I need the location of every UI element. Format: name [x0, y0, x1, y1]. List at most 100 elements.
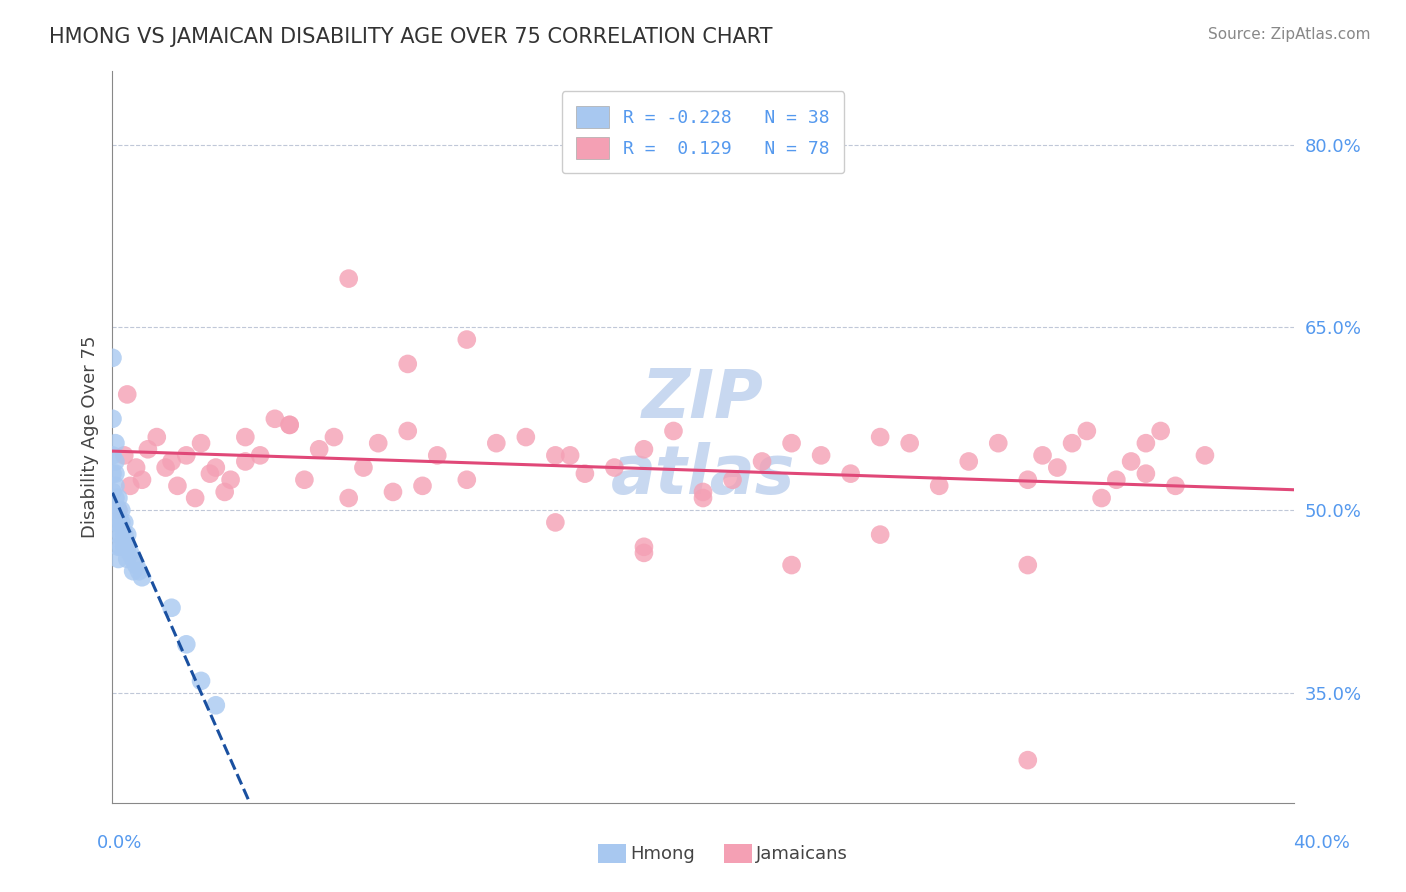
Point — [107, 527, 129, 541]
Point — [839, 467, 862, 481]
Point — [987, 436, 1010, 450]
Point — [1135, 467, 1157, 481]
Point — [692, 484, 714, 499]
Point — [278, 417, 301, 432]
Point — [101, 484, 124, 499]
Point — [104, 516, 127, 530]
Point — [1032, 448, 1054, 462]
Point — [662, 424, 685, 438]
Point — [898, 436, 921, 450]
Point — [101, 467, 124, 481]
Point — [456, 473, 478, 487]
Point — [1017, 473, 1039, 487]
Point — [112, 527, 135, 541]
Point — [104, 479, 127, 493]
Point — [574, 467, 596, 481]
Point — [101, 412, 124, 426]
Point — [101, 351, 124, 365]
Point — [1076, 424, 1098, 438]
Point — [146, 430, 169, 444]
Point — [184, 491, 207, 505]
Point — [1017, 558, 1039, 573]
Point — [957, 454, 980, 468]
Point — [107, 503, 129, 517]
Point — [110, 516, 132, 530]
Point — [214, 484, 236, 499]
Text: HMONG VS JAMAICAN DISABILITY AGE OVER 75 CORRELATION CHART: HMONG VS JAMAICAN DISABILITY AGE OVER 75… — [49, 27, 773, 46]
Point — [125, 460, 148, 475]
Point — [721, 473, 744, 487]
Point — [1194, 448, 1216, 462]
Point — [337, 491, 360, 505]
Point — [160, 600, 183, 615]
Text: Source: ZipAtlas.com: Source: ZipAtlas.com — [1208, 27, 1371, 42]
Point — [633, 540, 655, 554]
Point — [780, 436, 803, 450]
Point — [292, 473, 315, 487]
Point — [174, 448, 197, 462]
Point — [198, 467, 221, 481]
Point — [117, 527, 138, 541]
Point — [337, 271, 360, 285]
Text: Hmong: Hmong — [630, 845, 695, 863]
Point — [104, 467, 127, 481]
Point — [692, 491, 714, 505]
Point — [160, 454, 183, 468]
Point — [107, 540, 129, 554]
Point — [1017, 753, 1039, 767]
Point — [117, 387, 138, 401]
Point — [1105, 473, 1128, 487]
Point — [367, 436, 389, 450]
Point — [456, 333, 478, 347]
Point — [112, 516, 135, 530]
Point — [426, 448, 449, 462]
Point — [810, 448, 832, 462]
Point — [382, 484, 405, 499]
Point — [120, 546, 142, 560]
Point — [174, 637, 197, 651]
Point — [869, 430, 891, 444]
Text: 0.0%: 0.0% — [97, 834, 142, 852]
Point — [233, 454, 256, 468]
Point — [544, 448, 567, 462]
Y-axis label: Disability Age Over 75: Disability Age Over 75 — [80, 335, 98, 539]
Point — [205, 460, 228, 475]
Point — [120, 479, 142, 493]
Point — [166, 479, 188, 493]
Point — [633, 546, 655, 560]
Point — [558, 448, 582, 462]
Point — [1164, 479, 1187, 493]
Point — [1046, 460, 1069, 475]
Point — [107, 503, 129, 517]
Point — [1119, 454, 1142, 468]
Point — [190, 673, 212, 688]
Point — [1150, 424, 1173, 438]
Point — [107, 491, 129, 505]
Point — [104, 503, 127, 517]
Point — [928, 479, 950, 493]
Point — [869, 527, 891, 541]
Point — [1062, 436, 1084, 450]
Point — [515, 430, 537, 444]
Point — [780, 558, 803, 573]
Point — [264, 412, 287, 426]
Point — [104, 491, 127, 505]
Point — [603, 460, 626, 475]
Point — [396, 357, 419, 371]
Point — [544, 516, 567, 530]
Point — [107, 552, 129, 566]
Point — [122, 552, 145, 566]
Point — [110, 540, 132, 554]
Point — [751, 454, 773, 468]
Point — [125, 558, 148, 573]
Point — [352, 460, 374, 475]
Point — [190, 436, 212, 450]
Point — [396, 424, 419, 438]
Point — [112, 540, 135, 554]
Point — [249, 448, 271, 462]
Point — [233, 430, 256, 444]
Point — [308, 442, 330, 457]
Point — [411, 479, 433, 493]
Point — [104, 436, 127, 450]
Text: Jamaicans: Jamaicans — [756, 845, 848, 863]
